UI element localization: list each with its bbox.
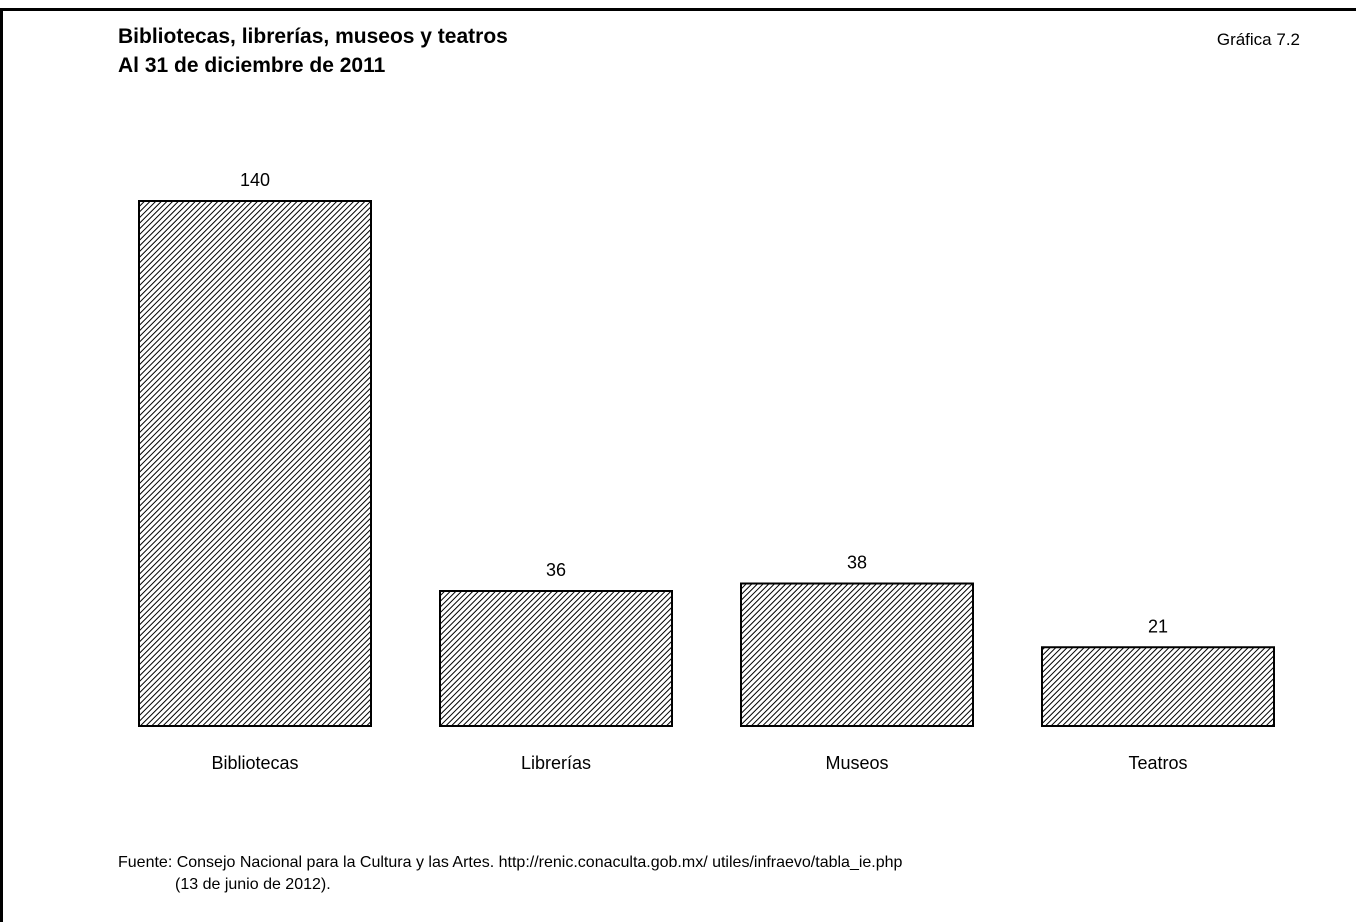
chart-title: Bibliotecas, librerías, museos y teatros… bbox=[118, 22, 508, 80]
bar-librerias bbox=[439, 590, 673, 727]
bar-museos bbox=[740, 582, 974, 727]
category-label-museos: Museos bbox=[825, 753, 888, 773]
source-date: (13 de junio de 2012). bbox=[175, 876, 331, 893]
data-label-teatros: 21 bbox=[1148, 616, 1168, 636]
chart-title-line1: Bibliotecas, librerías, museos y teatros bbox=[118, 25, 508, 48]
data-label-museos: 38 bbox=[847, 553, 867, 573]
bars-group: 140 Bibliotecas 36 Librerías 38 Museos 21 Teatr… bbox=[138, 170, 1275, 773]
figure-label: Gráfica 7.2 bbox=[1216, 30, 1300, 49]
category-label-bibliotecas: Bibliotecas bbox=[211, 753, 298, 773]
source-note: Fuente: Consejo Nacional para la Cultura… bbox=[118, 852, 902, 896]
category-label-librerias: Librerías bbox=[521, 753, 591, 773]
data-label-librerias: 36 bbox=[546, 560, 566, 580]
bar-bibliotecas bbox=[138, 200, 372, 727]
chart-frame bbox=[0, 8, 1356, 922]
bar-teatros bbox=[1041, 646, 1275, 727]
data-label-bibliotecas: 140 bbox=[240, 170, 270, 190]
source-text: Fuente: Consejo Nacional para la Cultura… bbox=[118, 854, 903, 871]
category-label-teatros: Teatros bbox=[1128, 753, 1187, 773]
chart-title-line2: Al 31 de diciembre de 2011 bbox=[118, 54, 386, 77]
